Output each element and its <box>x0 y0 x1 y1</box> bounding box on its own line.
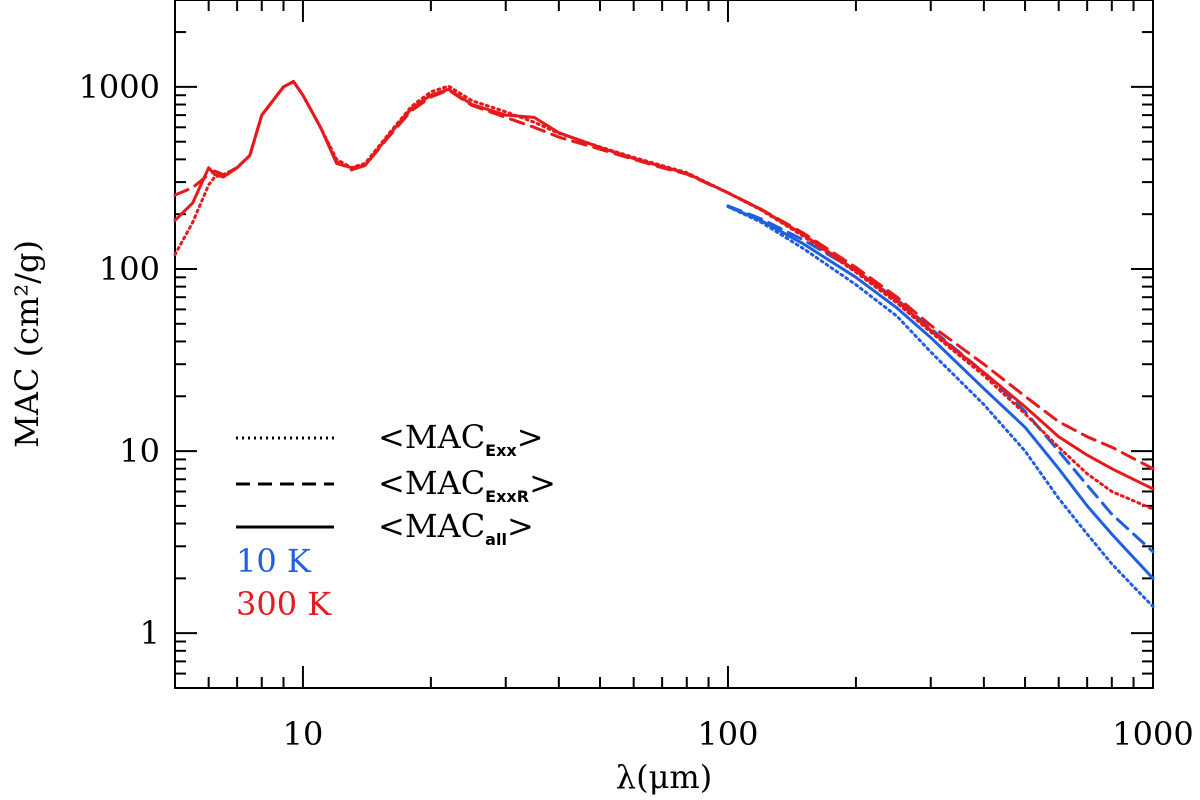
series-layer <box>173 80 1155 609</box>
series-line-10k-solid <box>726 205 1155 580</box>
y-tick-label: 10 <box>119 432 160 470</box>
x-tick-label: 1000 <box>1112 715 1193 753</box>
legend-temp-1: 300 K <box>236 585 332 623</box>
legend-temp-0: 10 K <box>236 542 312 580</box>
series-line-10k-dashed <box>726 204 1155 554</box>
y-tick-label: 1000 <box>79 68 160 106</box>
plot-frame <box>174 0 1154 689</box>
legend-label-dotted: <MACExx> <box>378 418 544 460</box>
y-tick-label: 100 <box>99 250 160 288</box>
y-axis-title: MAC (cm²/g) <box>8 240 46 448</box>
legend-label-solid: <MACall> <box>378 507 534 549</box>
legend-label-dashed: <MACExxR> <box>378 464 556 506</box>
y-tick-label: 1 <box>140 614 160 652</box>
series-line-300k-solid <box>173 80 1155 491</box>
legend: <MACExx><MACExxR><MACall> 10 K 300 K <box>236 418 556 623</box>
x-tick-label: 100 <box>697 715 758 753</box>
x-tick-label: 10 <box>283 715 324 753</box>
axis-ticks <box>174 0 1154 689</box>
x-axis-title: λ(μm) <box>616 758 712 796</box>
series-line-300k-dotted <box>173 80 1155 511</box>
series-line-10k-dotted <box>726 205 1155 609</box>
tick-labels: 10 100 1000 1 10 100 1000 <box>79 68 1194 753</box>
